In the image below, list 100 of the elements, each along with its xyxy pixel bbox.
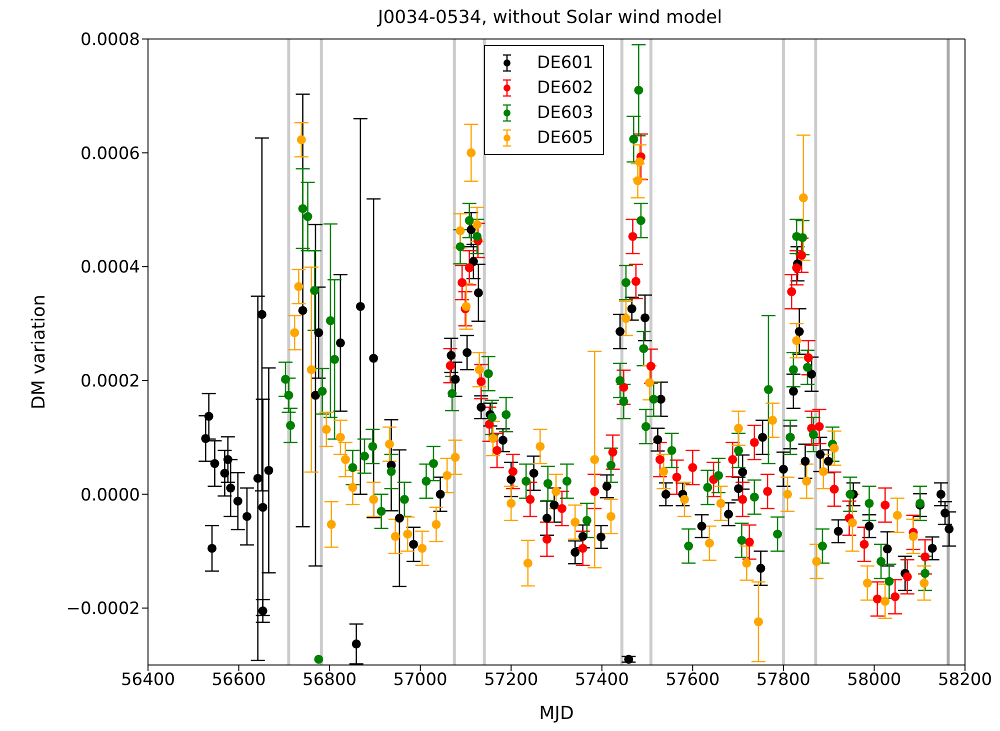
point bbox=[608, 448, 618, 457]
point bbox=[306, 365, 316, 374]
point bbox=[880, 500, 890, 510]
legend-label: DE602 bbox=[537, 78, 594, 98]
point bbox=[908, 532, 918, 541]
point bbox=[464, 263, 474, 272]
point bbox=[830, 444, 839, 453]
y-tick-label: 0.0002 bbox=[80, 371, 140, 392]
x-tick-label: 56800 bbox=[302, 670, 357, 690]
legend-label: DE603 bbox=[537, 102, 594, 122]
legend-label: DE605 bbox=[537, 128, 594, 148]
point bbox=[787, 287, 796, 296]
point bbox=[462, 302, 471, 311]
point bbox=[348, 482, 358, 492]
point bbox=[552, 486, 561, 496]
x-tick-label: 57800 bbox=[756, 670, 810, 690]
point bbox=[492, 446, 502, 455]
point bbox=[738, 494, 748, 504]
point bbox=[814, 422, 824, 432]
point bbox=[557, 504, 566, 514]
point bbox=[578, 544, 588, 553]
point bbox=[294, 282, 304, 292]
x-tick-label: 57200 bbox=[484, 670, 538, 690]
point bbox=[645, 378, 654, 388]
point bbox=[763, 486, 772, 496]
point bbox=[418, 544, 427, 553]
point bbox=[860, 540, 869, 549]
point bbox=[728, 455, 738, 464]
point bbox=[508, 467, 518, 476]
y-axis-title: DM variation bbox=[28, 294, 50, 410]
y-tick-label: 0.0006 bbox=[80, 144, 140, 164]
point bbox=[458, 278, 467, 288]
point bbox=[476, 377, 486, 386]
point bbox=[570, 518, 580, 527]
point bbox=[446, 361, 455, 370]
y-tick-label: 0.0000 bbox=[80, 485, 140, 506]
x-tick-label: 58000 bbox=[847, 670, 902, 690]
point bbox=[403, 530, 412, 539]
point bbox=[754, 617, 763, 626]
point bbox=[542, 534, 552, 544]
point bbox=[783, 490, 792, 499]
legend-label: DE601 bbox=[537, 52, 594, 72]
point bbox=[506, 498, 516, 508]
point bbox=[590, 486, 600, 496]
point bbox=[742, 558, 752, 568]
point bbox=[655, 455, 664, 464]
point bbox=[369, 494, 378, 504]
point bbox=[488, 434, 498, 444]
point bbox=[590, 455, 600, 464]
x-axis-title: MJD bbox=[539, 703, 574, 724]
point bbox=[902, 572, 912, 582]
point bbox=[804, 353, 813, 362]
point bbox=[680, 494, 690, 504]
point bbox=[848, 518, 857, 528]
point bbox=[472, 220, 482, 230]
point bbox=[474, 365, 484, 374]
point bbox=[621, 314, 630, 323]
point bbox=[290, 328, 300, 338]
point bbox=[619, 382, 628, 392]
point bbox=[326, 520, 336, 529]
point bbox=[880, 596, 890, 606]
point bbox=[818, 467, 828, 476]
point bbox=[672, 472, 682, 482]
x-tick-label: 58200 bbox=[938, 670, 992, 690]
point bbox=[750, 438, 759, 447]
y-tick-label: 0.0004 bbox=[80, 258, 140, 278]
point bbox=[466, 148, 476, 158]
point bbox=[744, 538, 754, 547]
point bbox=[631, 276, 640, 286]
point bbox=[633, 176, 642, 186]
x-tick-label: 57400 bbox=[574, 670, 629, 690]
x-tick-label: 56600 bbox=[212, 670, 266, 690]
point bbox=[792, 336, 802, 346]
x-tick-label: 56400 bbox=[120, 670, 176, 690]
point bbox=[390, 532, 400, 541]
point bbox=[688, 463, 698, 472]
point bbox=[526, 494, 535, 504]
point bbox=[523, 558, 532, 568]
point bbox=[296, 135, 306, 144]
chart-title: J0034-0534, without Solar wind model bbox=[376, 7, 724, 28]
point bbox=[862, 578, 872, 588]
x-tick-label: 57000 bbox=[393, 670, 448, 690]
point bbox=[536, 442, 545, 451]
point bbox=[442, 470, 452, 480]
point bbox=[646, 362, 656, 371]
point bbox=[336, 432, 345, 442]
point bbox=[432, 520, 441, 529]
point bbox=[340, 455, 350, 464]
point bbox=[384, 440, 394, 449]
point bbox=[830, 484, 839, 494]
point bbox=[450, 452, 460, 462]
point bbox=[606, 512, 616, 521]
point bbox=[802, 476, 812, 486]
point bbox=[734, 424, 744, 433]
x-tick-label: 57600 bbox=[666, 670, 720, 690]
point bbox=[890, 592, 900, 602]
point bbox=[322, 424, 331, 434]
y-tick-label: 0.0008 bbox=[80, 30, 140, 50]
point bbox=[659, 467, 668, 476]
point bbox=[456, 226, 465, 236]
